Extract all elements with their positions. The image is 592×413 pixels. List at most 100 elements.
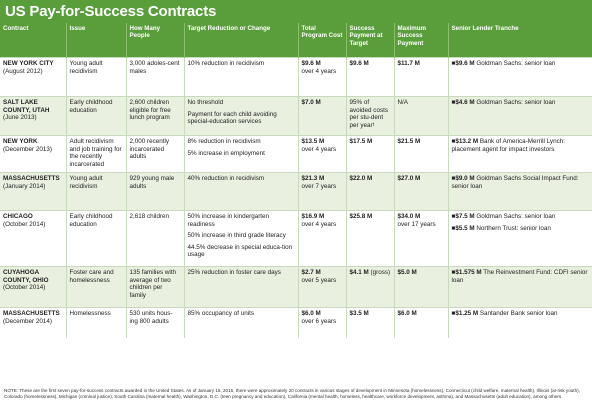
contract-cell: SALT LAKE COUNTY, UTAH (June 2013) [0,96,66,136]
contract-name: SALT LAKE COUNTY, UTAH [3,99,50,114]
success-note: (gross) [368,269,391,276]
contracts-table: Contract Issue How Many People Target Re… [0,23,592,338]
contract-date: (August 2012) [3,67,43,75]
success-cell: $3.5 M [345,307,394,338]
lender-text: Goldman Sachs: senior loan [476,213,556,220]
lender-item: ■$4.6 M Goldman Sachs: senior loan [452,99,590,107]
target-cell: 40% reduction in recidivism [183,172,298,211]
header-lender: Senior Lender Tranche [447,23,592,58]
target-item: Payment for each child avoiding special-… [187,110,277,126]
contract-cell: NEW YORK (December 2013) [0,135,66,173]
lender-cell: ■$13.2 M Bank of America-Merrill Lynch: … [447,135,592,173]
table-header-row: Contract Issue How Many People Target Re… [0,23,592,58]
cost-note: over 4 years [301,145,337,153]
header-max-payment: Maximum Success Payment [393,23,448,58]
contract-name: CUYAHOGA COUNTY, OHIO [3,269,49,284]
lender-cell: ■$9.6 M Goldman Sachs: senior loan [447,57,592,97]
table-row: CUYAHOGA COUNTY, OHIO (October 2014) Fost… [0,266,592,308]
target-cell: 8% reduction in recidivism 5% increase in… [183,135,298,173]
table-row: SALT LAKE COUNTY, UTAH (June 2013) Early … [0,96,592,136]
success-cell: $17.5 M [345,135,394,173]
header-issue: Issue [65,23,126,58]
success-cell: $25.8 M [345,210,394,267]
max-value: $27.0 M [397,175,421,182]
success-cell: $22.0 M [345,172,394,211]
success-note: 95% of avoided costs per stu-dent per ye… [349,99,389,129]
bullet-icon: ■ [451,99,456,106]
bullet-icon: ■ [451,60,456,67]
contract-name: NEW YORK [3,138,38,145]
bullet-icon: ■ [451,224,456,232]
lender-cell: ■$9.0 M Goldman Sachs Social Impact Fund… [447,172,592,211]
target-cell: 85% occupancy of units [183,307,298,338]
max-cell: $21.5 M [393,135,448,173]
lender-text: Bank of America-Merrill Lynch: placement… [451,138,565,153]
lender-text: Goldman Sachs: senior loan [476,99,556,106]
cost-note: over 4 years [301,220,337,228]
lender-item: ■$5.5 M Northern Trust: senior loan [452,225,590,233]
contract-cell: CUYAHOGA COUNTY, OHIO (October 2014) [0,266,66,308]
header-target: Target Reduction or Change [183,23,298,58]
target-item: No threshold [187,99,224,106]
cost-value: $6.0 M [301,310,321,317]
target-item: 50% increase in third grade literacy [187,232,286,240]
cost-value: $16.9 M [301,213,325,220]
lender-item: ■$9.6 M Goldman Sachs: senior loan [452,60,590,68]
people-cell: 929 young male adults [125,172,184,211]
cost-value: $9.6 M [301,60,321,67]
target-cell: 10% reduction in recidivism [183,57,298,97]
lender-amount: $13.2 M [455,138,479,145]
people-cell: 2,600 children eligible for free lunch p… [125,96,184,136]
table-row: MASSACHUSETTS (January 2014) Young adult … [0,172,592,211]
people-cell: 135 families with average of two childre… [125,266,184,308]
table-row: NEW YORK (December 2013) Adult recidivism… [0,135,592,173]
people-cell: 3,000 adoles-cent males [125,57,184,97]
target-cell: No threshold Payment for each child avoid… [183,96,298,136]
cost-value: $13.5 M [301,138,325,145]
cost-value: $21.3 M [301,175,325,182]
lender-amount: $7.5 M [455,213,475,220]
max-cell: $11.7 M [393,57,448,97]
target-item: 85% occupancy of units [187,310,255,317]
lender-item: ■$1.25 M Santander Bank senior loan [452,310,590,318]
contract-date: (October 2014) [3,284,46,292]
page-title: US Pay-for-Success Contracts [0,0,592,23]
lender-amount: $1.25 M [455,310,479,317]
max-cell: $5.0 M [393,266,448,308]
issue-cell: Homelessness [65,307,126,338]
lender-cell: ■$7.5 M Goldman Sachs: senior loan ■$5.5 … [447,210,592,267]
table-row: MASSACHUSETTS (December 2014) Homelessnes… [0,307,592,338]
target-item: 25% reduction in foster care days [187,269,281,276]
lender-item: ■$1.575 M The Reinvestment Fund: CDFI se… [452,269,590,284]
target-item: 10% reduction in recidivism [187,60,265,67]
cost-note: over 4 years [301,67,337,75]
success-cell: $4.1 M (gross) [345,266,394,308]
contract-cell: MASSACHUSETTS (January 2014) [0,172,66,211]
max-note: over 17 years [397,220,436,228]
lender-amount: $5.5 M [455,224,475,232]
lender-item: ■$13.2 M Bank of America-Merrill Lynch: … [452,138,590,153]
header-people: How Many People [125,23,184,58]
issue-cell: Foster care and homelessness [65,266,126,308]
contract-cell: NEW YORK CITY (August 2012) [0,57,66,97]
lender-cell: ■$4.6 M Goldman Sachs: senior loan [447,96,592,136]
max-value: $21.5 M [397,138,421,145]
contract-name: MASSACHUSETTS [3,175,60,182]
target-cell: 50% increase in kindergarten readiness 50… [183,210,298,267]
lender-amount: $1.575 M [455,269,482,276]
contract-cell: MASSACHUSETTS (December 2014) [0,307,66,338]
header-contract: Contract [3,25,29,32]
lender-text: Northern Trust: senior loan [476,224,551,232]
success-value: $9.6 M [349,60,369,67]
issue-cell: Adult recidivism and job training for th… [65,135,126,173]
bullet-icon: ■ [451,213,456,220]
lender-text: Santander Bank senior loan [479,310,558,317]
contract-cell: CHICAGO (October 2014) [0,210,66,267]
contract-date: (June 2013) [3,114,37,122]
